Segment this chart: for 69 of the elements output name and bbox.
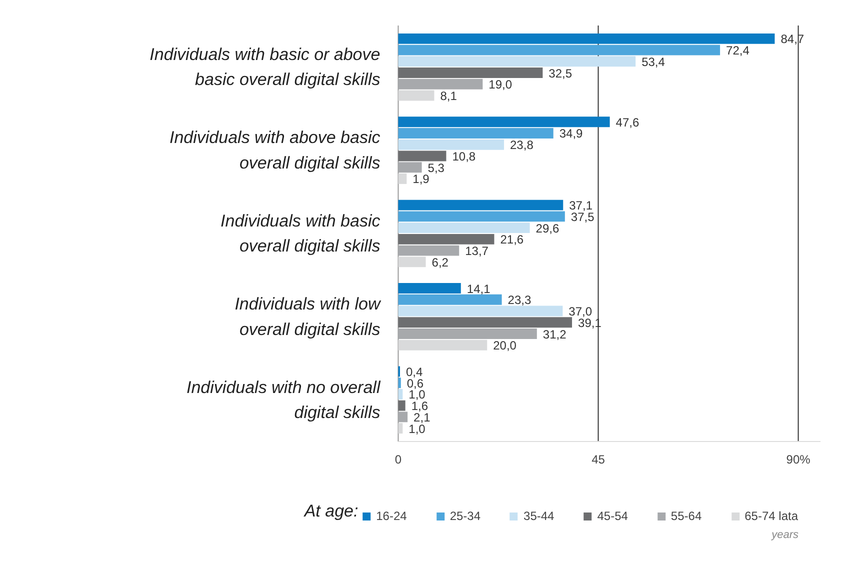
bar	[398, 412, 408, 422]
data-label: 8,1	[440, 89, 458, 104]
data-label: 34,9	[559, 126, 584, 141]
y-tick-label: Individuals with above basic overall digital skills	[169, 128, 381, 172]
bar	[398, 128, 554, 138]
data-label: 13,7	[465, 244, 489, 258]
data-label: 47,6	[616, 115, 640, 130]
bar	[398, 234, 494, 244]
bar	[398, 400, 406, 411]
bar	[398, 283, 461, 294]
legend-label: 25-34	[450, 509, 481, 523]
bar	[398, 44, 720, 56]
y-tick-label: Individuals with basic or above basic overall digital skills	[150, 44, 381, 90]
legend-label: 35-44	[524, 509, 554, 523]
legend-label: 45-54	[597, 509, 628, 523]
data-label: 21,6	[500, 232, 524, 247]
data-label: 14,1	[466, 282, 491, 296]
data-label: 31,2	[542, 327, 567, 342]
bar	[398, 200, 564, 210]
bar	[398, 68, 543, 78]
data-label: 29,6	[536, 221, 560, 236]
bar	[398, 150, 446, 162]
bar	[398, 388, 403, 400]
bar	[398, 294, 502, 305]
bar	[398, 340, 488, 350]
bar	[398, 256, 426, 268]
data-label: 19,0	[488, 78, 512, 92]
data-label: 10,8	[452, 149, 476, 164]
data-label: 37,0	[568, 304, 592, 319]
bar	[398, 139, 504, 150]
data-label: 23,3	[508, 293, 532, 308]
bar	[398, 306, 563, 316]
y-tick-label: Individuals with no overall digital skills	[186, 378, 382, 422]
bar	[398, 423, 403, 434]
data-label: 6,2	[432, 255, 449, 270]
legend-title: At age:	[303, 501, 358, 520]
x-tick-label: 0	[394, 452, 402, 466]
data-label: 32,5	[548, 66, 572, 80]
bar	[398, 56, 636, 67]
y-tick-label: Individuals with low overall digital skills	[234, 294, 382, 339]
data-label: 1,0	[408, 388, 426, 402]
x-tick-label: 45	[592, 452, 606, 466]
bar	[398, 222, 530, 234]
bar	[398, 211, 565, 222]
bar	[398, 90, 434, 101]
legend-label: 55-64	[670, 509, 702, 523]
data-label: 20,0	[493, 338, 517, 353]
bar	[398, 378, 401, 388]
data-label: 23,8	[510, 138, 534, 152]
bar	[398, 33, 775, 44]
legend-label: 65-74 lata	[744, 509, 798, 523]
data-label: 1,0	[408, 422, 426, 436]
y-tick-label: Individuals with basic overall digital skills	[220, 211, 381, 256]
x-tick-label: 90%	[786, 452, 811, 466]
bar	[398, 328, 537, 339]
bar	[398, 116, 610, 128]
data-label: 1,9	[412, 172, 430, 186]
bar	[398, 173, 407, 184]
data-label: 72,4	[726, 44, 750, 58]
bar	[398, 78, 483, 90]
data-label: 0,4	[406, 364, 424, 379]
bar	[398, 317, 572, 328]
bar	[398, 162, 422, 173]
data-label: 0,6	[406, 376, 424, 390]
bar	[398, 245, 460, 256]
data-label: 5,3	[428, 160, 445, 175]
text: years	[770, 528, 799, 541]
data-label: 53,4	[642, 54, 666, 69]
legend-label: 16-24	[376, 509, 407, 523]
